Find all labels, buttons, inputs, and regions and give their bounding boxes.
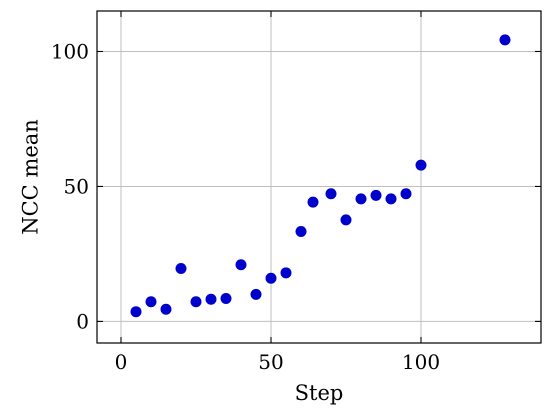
y-tick-label: 0: [76, 309, 89, 333]
data-point: [370, 189, 382, 201]
data-point: [385, 193, 397, 205]
data-point: [355, 193, 367, 205]
points-layer: [130, 34, 511, 318]
data-point: [280, 267, 292, 279]
data-point: [145, 296, 157, 308]
y-tick-label: 50: [64, 174, 89, 198]
data-point: [235, 259, 247, 271]
data-point: [265, 272, 277, 284]
x-axis-label: Step: [295, 381, 344, 405]
data-point: [295, 226, 307, 238]
data-point: [415, 159, 427, 171]
data-point: [130, 306, 142, 318]
data-point: [250, 288, 262, 300]
plot-area-frame: [96, 10, 542, 344]
grid-layer: [97, 11, 541, 343]
y-axis-label: NCC mean: [18, 119, 42, 235]
y-tick-label: 100: [51, 39, 89, 63]
data-point: [160, 303, 172, 315]
data-point: [220, 292, 232, 304]
data-point: [400, 188, 412, 200]
data-point: [175, 263, 187, 275]
data-point: [190, 296, 202, 308]
data-point: [325, 188, 337, 200]
data-point: [205, 293, 217, 305]
data-point: [307, 196, 319, 208]
x-tick-label: 100: [402, 350, 440, 374]
ticks-layer: 0 50 100 0 50 100: [51, 11, 541, 374]
data-point: [340, 214, 352, 226]
data-point: [499, 34, 511, 46]
x-tick-label: 0: [115, 350, 128, 374]
x-tick-label: 50: [258, 350, 283, 374]
